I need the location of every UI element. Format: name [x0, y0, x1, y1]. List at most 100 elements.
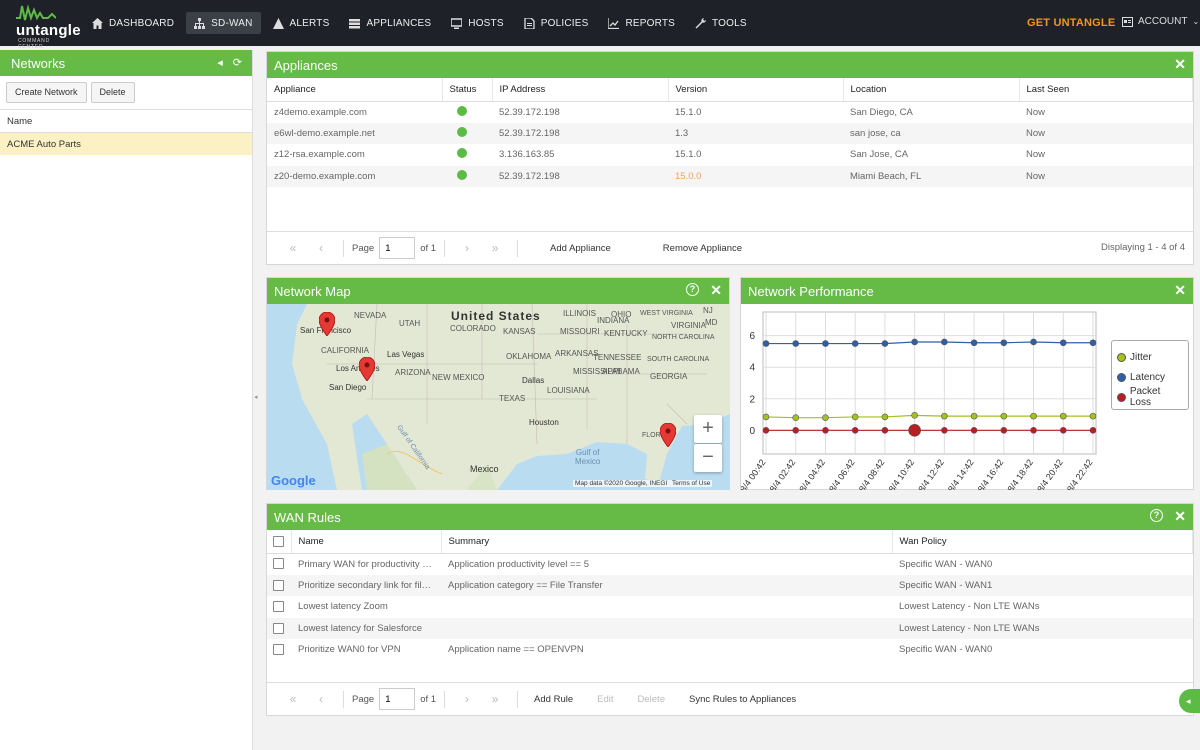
- untangle-logo[interactable]: untangle COMMAND CENTER: [14, 4, 81, 50]
- data-point: [1000, 339, 1008, 347]
- nav-dashboard[interactable]: DASHBOARD: [84, 12, 182, 34]
- first-page-icon[interactable]: «: [289, 241, 297, 255]
- zoom-in-button[interactable]: +: [694, 415, 722, 443]
- map-canvas[interactable]: United States NEVADA UTAH COLORADO KANSA…: [267, 304, 730, 490]
- rule-summary: Application category == File Transfer: [441, 574, 892, 596]
- expand-panel-tab[interactable]: ◂: [1179, 689, 1200, 713]
- table-row[interactable]: Prioritize WAN0 for VPN Application name …: [267, 639, 1193, 661]
- row-checkbox[interactable]: [273, 601, 284, 613]
- nav-reports[interactable]: REPORTS: [600, 12, 683, 34]
- sync-rules-button[interactable]: Sync Rules to Appliances: [688, 693, 797, 705]
- nav-tools[interactable]: TOOLS: [687, 12, 755, 34]
- select-all-checkbox[interactable]: [273, 535, 284, 547]
- last-page-icon[interactable]: »: [491, 692, 499, 706]
- remove-appliance-button[interactable]: Remove Appliance: [662, 242, 743, 254]
- data-point: [1030, 338, 1037, 346]
- x-tick-label: 8/4 00:42: [741, 457, 768, 490]
- table-row[interactable]: z20-demo.example.com 52.39.172.198 15.0.0 M…: [267, 165, 1193, 187]
- next-page-icon[interactable]: ›: [465, 241, 470, 255]
- row-checkbox[interactable]: [273, 622, 284, 634]
- nav-appliances[interactable]: APPLIANCES: [341, 12, 439, 34]
- rule-policy: Lowest Latency - Non LTE WANs: [892, 617, 1193, 639]
- table-row[interactable]: e6wl-demo.example.net 52.39.172.198 1.3 san…: [267, 122, 1193, 144]
- network-performance-header: Network Performance ✕: [741, 278, 1193, 304]
- get-untangle-link[interactable]: GET UNTANGLE: [1027, 17, 1116, 29]
- column-summary[interactable]: Summary: [441, 530, 893, 554]
- edit-rule-button[interactable]: Edit: [597, 693, 614, 705]
- table-row[interactable]: Primary WAN for productivity a... Applica…: [267, 553, 1193, 575]
- table-row[interactable]: Prioritize secondary link for file... App…: [267, 574, 1193, 596]
- close-icon[interactable]: ✕: [1174, 282, 1186, 298]
- add-rule-button[interactable]: Add Rule: [534, 693, 574, 705]
- table-row[interactable]: z12-rsa.example.com 3.136.163.85 15.1.0 San…: [267, 144, 1193, 166]
- row-checkbox[interactable]: [273, 644, 284, 656]
- collapse-left-icon[interactable]: ◂: [217, 57, 223, 69]
- next-page-icon[interactable]: ›: [465, 692, 470, 706]
- prev-page-icon[interactable]: ‹: [319, 692, 323, 706]
- legend-item[interactable]: Packet Loss: [1117, 386, 1183, 408]
- map-marker-icon[interactable]: [319, 312, 335, 336]
- map-label-ohio: OHIO: [611, 310, 632, 319]
- networks-column-name[interactable]: Name: [0, 110, 252, 133]
- account-menu[interactable]: ACCOUNT ⌄: [1122, 16, 1199, 27]
- create-network-button[interactable]: Create Network: [6, 82, 87, 103]
- rule-name: Lowest latency Zoom: [298, 601, 388, 613]
- data-point: [762, 340, 770, 347]
- first-page-icon[interactable]: «: [289, 692, 297, 706]
- column-ip-address[interactable]: IP Address: [492, 78, 669, 102]
- map-label-los-angeles: Los Angeles: [336, 364, 380, 373]
- row-checkbox[interactable]: [273, 579, 284, 591]
- table-row[interactable]: Lowest latency Zoom Lowest Latency - Non …: [267, 596, 1193, 618]
- delete-rule-button[interactable]: Delete: [637, 693, 665, 705]
- close-icon[interactable]: ✕: [1174, 508, 1186, 524]
- network-row[interactable]: ACME Auto Parts: [0, 133, 252, 155]
- map-label-united-states: United States: [451, 309, 541, 323]
- sidebar-splitter[interactable]: ◂: [253, 50, 261, 750]
- prev-page-icon[interactable]: ‹: [319, 241, 323, 255]
- map-label-houston: Houston: [529, 418, 559, 427]
- page-label: Page: [352, 242, 375, 254]
- column-location[interactable]: Location: [843, 78, 1020, 102]
- legend-item[interactable]: Latency: [1117, 367, 1183, 387]
- data-point: [1000, 412, 1008, 420]
- data-point: [792, 340, 800, 347]
- help-icon[interactable]: ?: [686, 283, 699, 296]
- column-appliance[interactable]: Appliance: [267, 78, 443, 102]
- legend-item[interactable]: Jitter: [1117, 347, 1183, 367]
- map-label-arizona: ARIZONA: [395, 368, 431, 377]
- location: san jose, ca: [843, 122, 1019, 144]
- rule-name: Prioritize WAN0 for VPN: [298, 644, 401, 656]
- column-wan-policy[interactable]: Wan Policy: [892, 530, 1193, 554]
- table-row[interactable]: Lowest latency for Salesforce Lowest Late…: [267, 617, 1193, 639]
- data-point: [822, 414, 829, 422]
- map-marker-icon[interactable]: [359, 357, 375, 381]
- nav-hosts[interactable]: HOSTS: [443, 12, 511, 34]
- close-icon[interactable]: ✕: [1174, 56, 1186, 72]
- last-seen: Now: [1019, 122, 1193, 144]
- map-marker-icon[interactable]: [660, 423, 676, 447]
- page-number-input[interactable]: [379, 237, 416, 259]
- column-name[interactable]: Name: [291, 530, 442, 554]
- column-last-seen[interactable]: Last Seen: [1019, 78, 1193, 102]
- close-icon[interactable]: ✕: [710, 282, 722, 298]
- add-appliance-button[interactable]: Add Appliance: [550, 242, 611, 254]
- delete-network-button[interactable]: Delete: [90, 82, 135, 103]
- wan-rules-panel: WAN Rules ? ✕ Name Summary Wan Policy Pr…: [266, 503, 1194, 716]
- refresh-icon[interactable]: ⟳: [232, 57, 242, 69]
- page-number-input[interactable]: [379, 688, 416, 710]
- row-checkbox[interactable]: [273, 558, 284, 570]
- help-icon[interactable]: ?: [1150, 509, 1163, 522]
- rule-policy: Specific WAN - WAN0: [899, 644, 993, 656]
- terms-of-use-link[interactable]: Terms of Use: [672, 480, 711, 487]
- nav-sd-wan[interactable]: SD-WAN: [186, 12, 261, 34]
- data-point: [1059, 412, 1067, 420]
- nav-policies[interactable]: POLICIES: [516, 12, 597, 34]
- last-page-icon[interactable]: »: [491, 241, 499, 255]
- data-point: [1059, 427, 1067, 434]
- page-count: of 1: [420, 693, 437, 705]
- nav-alerts[interactable]: ALERTS: [265, 12, 338, 34]
- column-status[interactable]: Status: [442, 78, 493, 102]
- table-row[interactable]: z4demo.example.com 52.39.172.198 15.1.0 San…: [267, 101, 1193, 123]
- zoom-out-button[interactable]: −: [694, 444, 722, 472]
- column-version[interactable]: Version: [668, 78, 844, 102]
